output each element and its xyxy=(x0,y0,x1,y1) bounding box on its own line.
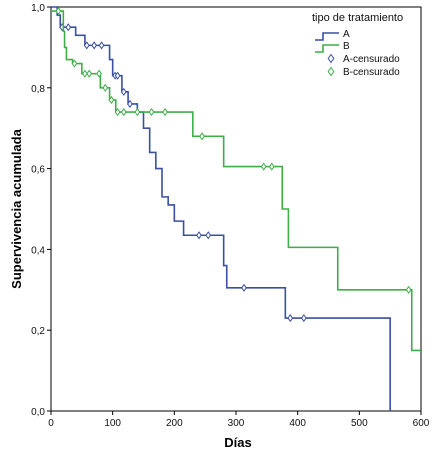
series-a xyxy=(51,6,391,411)
censored-point-a xyxy=(83,41,90,50)
x-tick-label: 200 xyxy=(166,418,183,429)
series-line-a xyxy=(51,6,391,411)
series-b xyxy=(51,6,421,352)
y-tick-label: 0,2 xyxy=(31,326,45,337)
legend-label-b-censored: B-censurado xyxy=(343,67,400,78)
censored-point-b xyxy=(102,83,109,92)
axis-ticks: 0 100 200 300 400 500 600 0,0 0,2 0,4 0,6 0,8 1,0 xyxy=(31,3,430,429)
legend-swatch-b-censored xyxy=(327,66,335,77)
censored-point-b xyxy=(96,69,102,78)
censored-point-b xyxy=(148,107,155,117)
censored-point-a xyxy=(114,71,121,80)
legend-label-a: A xyxy=(343,29,350,40)
censored-point-b xyxy=(55,6,62,16)
censored-point-b xyxy=(268,162,275,171)
x-tick-label: 500 xyxy=(351,418,368,429)
censored-point-a xyxy=(300,314,307,323)
censored-point-a xyxy=(65,23,72,32)
censored-point-b xyxy=(114,107,121,117)
censored-point-b xyxy=(86,69,93,78)
censored-point-b xyxy=(82,69,88,78)
y-tick-label: 0,0 xyxy=(31,407,45,418)
x-axis-title: Días xyxy=(224,435,251,450)
censored-point-b xyxy=(162,107,168,117)
x-tick-label: 300 xyxy=(228,418,245,429)
censored-point-b xyxy=(405,285,412,294)
censored-point-a xyxy=(205,231,212,240)
x-tick-label: 600 xyxy=(413,418,430,429)
censored-point-a xyxy=(241,283,247,292)
series-layer xyxy=(51,6,421,411)
legend-label-b: B xyxy=(343,41,350,52)
censored-point-b xyxy=(71,59,78,68)
x-tick-label: 100 xyxy=(104,418,121,429)
censored-point-b xyxy=(134,107,141,117)
censored-point-b xyxy=(120,107,127,117)
x-tick-label: 0 xyxy=(48,418,54,429)
y-tick-label: 1,0 xyxy=(31,3,45,14)
censored-point-a xyxy=(120,87,127,96)
censored-point-b xyxy=(199,132,205,141)
censored-point-a xyxy=(287,314,294,323)
censored-point-b xyxy=(260,162,267,171)
legend-swatch-b xyxy=(315,44,339,53)
censored-point-b xyxy=(108,95,115,104)
censored-point-a xyxy=(127,99,133,109)
legend: tipo de tratamiento A B A-censurado B-ce… xyxy=(312,12,403,78)
x-tick-label: 400 xyxy=(289,418,306,429)
y-tick-label: 0,6 xyxy=(31,165,45,176)
censored-point-a xyxy=(98,41,105,50)
censored-point-a xyxy=(91,41,98,50)
y-tick-label: 0,4 xyxy=(31,245,45,256)
legend-swatch-a-censored xyxy=(327,53,335,64)
legend-swatch-a xyxy=(315,32,339,41)
legend-label-a-censored: A-censurado xyxy=(343,54,400,65)
y-tick-label: 0,8 xyxy=(31,84,45,95)
legend-title: tipo de tratamiento xyxy=(312,12,403,24)
censored-point-a xyxy=(196,231,202,240)
y-axis-title: Supervivencia acumulada xyxy=(9,128,24,288)
